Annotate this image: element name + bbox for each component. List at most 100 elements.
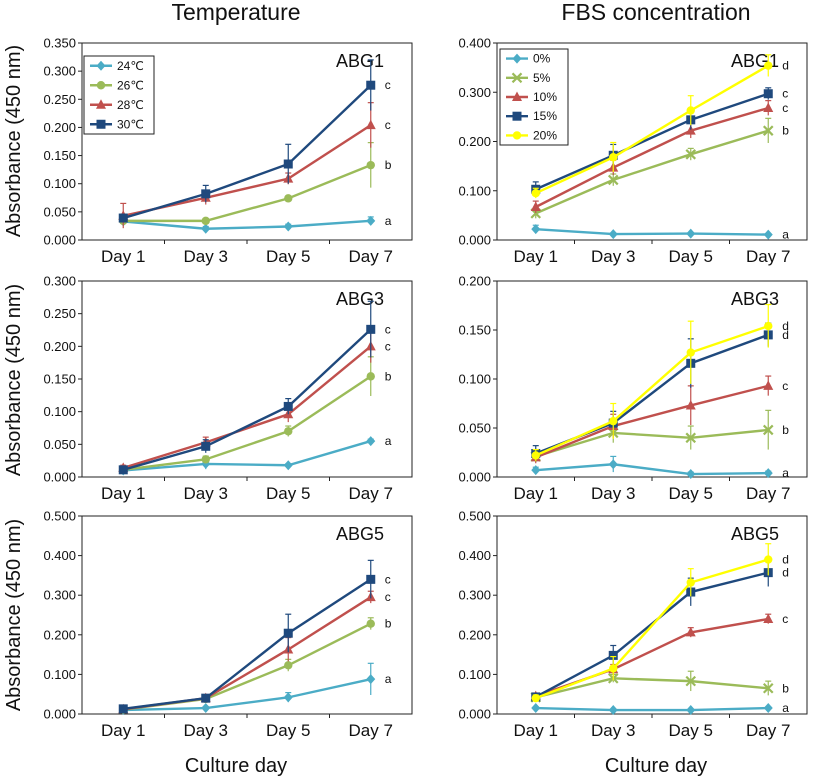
legend-label: 10% — [533, 90, 557, 104]
data-point — [763, 229, 773, 240]
y-tick-label: 0.250 — [43, 306, 76, 321]
x-tick-label: Day 3 — [184, 721, 228, 740]
series-line — [535, 571, 769, 699]
legend-label: 5% — [533, 71, 551, 85]
series-line — [123, 219, 371, 230]
series-line — [535, 64, 769, 195]
data-point — [366, 80, 376, 90]
x-tick-label: Day 3 — [591, 484, 635, 503]
legend-label: 26℃ — [117, 78, 144, 92]
legend-label: 15% — [533, 109, 557, 123]
data-point — [284, 427, 293, 436]
x-tick-label: Day 3 — [184, 484, 228, 503]
y-tick-label: 0.300 — [43, 274, 76, 289]
panel-label: ABG3 — [731, 289, 779, 309]
data-point — [366, 619, 375, 628]
significance-letter: b — [782, 124, 789, 138]
data-point — [685, 432, 697, 444]
significance-letter: c — [385, 322, 391, 336]
series-5%: b — [530, 409, 789, 463]
data-point — [609, 153, 618, 162]
chart-panel-abg5-temperature: 0.000 0.100 0.200 0.300 0.400 0.500 Day 1 Day 3… — [43, 509, 413, 740]
data-point — [608, 229, 618, 240]
panel-label: ABG3 — [336, 289, 384, 309]
chart-panel-abg3-fbs: 0.000 0.050 0.100 0.150 0.200 Day 1 Day 3 Day 5… — [458, 274, 808, 503]
significance-letter: b — [782, 681, 789, 695]
y-tick-label: 0.300 — [43, 588, 76, 603]
series-10%: c — [530, 375, 788, 464]
significance-letter: d — [782, 319, 789, 333]
y-tick-label: 0.400 — [458, 548, 491, 563]
y-tick-label: 0.200 — [43, 627, 76, 642]
series-0%: a — [531, 455, 789, 480]
series-24℃: a — [118, 434, 392, 476]
data-point — [118, 465, 128, 475]
y-tick-label: 0.150 — [43, 372, 76, 387]
series-line — [123, 164, 372, 223]
data-point — [283, 460, 293, 471]
series-line — [123, 439, 372, 472]
x-tick-label: Day 5 — [669, 247, 713, 266]
series-line — [122, 124, 372, 217]
significance-letter: d — [782, 553, 789, 567]
data-point — [366, 160, 375, 170]
x-tick-label: Day 7 — [349, 484, 393, 503]
y-tick-label: 0.050 — [43, 437, 76, 452]
significance-letter: c — [782, 612, 788, 626]
legend-label: 24℃ — [117, 59, 144, 73]
y-tick-label: 0.150 — [43, 148, 76, 163]
significance-letter: b — [385, 369, 392, 383]
y-tick-label: 0.300 — [458, 588, 491, 603]
legend-label: 28℃ — [117, 98, 144, 112]
data-point — [762, 424, 774, 436]
data-point — [685, 675, 697, 687]
data-point — [366, 372, 375, 381]
y-tick-label: 0.500 — [458, 509, 491, 524]
data-point — [685, 149, 697, 160]
y-tick-label: 0.300 — [458, 85, 491, 100]
series-15%: c — [531, 87, 788, 197]
legend-marker — [512, 111, 522, 121]
plot-frame — [496, 280, 808, 478]
x-tick-label: Day 1 — [514, 484, 558, 503]
legend: 24℃ 26℃ 28℃ 30℃ — [83, 55, 155, 135]
data-point — [685, 399, 696, 410]
x-tick-label: Day 1 — [514, 247, 558, 266]
column-title-temperature: Temperature — [171, 0, 300, 25]
x-tick-label: Day 1 — [101, 484, 145, 503]
data-point — [201, 455, 210, 464]
series-20%: d — [531, 303, 789, 462]
plot-frame — [496, 515, 808, 715]
significance-letter: c — [782, 87, 788, 101]
y-tick-label: 0.200 — [43, 120, 76, 135]
data-point — [284, 194, 293, 203]
x-tick-label: Day 7 — [746, 247, 790, 266]
data-point — [201, 441, 211, 451]
data-point — [685, 626, 696, 637]
panel-label: ABG5 — [336, 524, 384, 544]
significance-letter: d — [782, 328, 789, 342]
data-point — [531, 189, 540, 198]
panels: 0.000 0.050 0.100 0.150 0.200 0.250 0.300 0.350… — [43, 36, 808, 740]
data-point — [762, 682, 774, 694]
data-point — [609, 664, 618, 673]
data-point — [764, 555, 773, 564]
data-point — [686, 578, 695, 587]
x-tick-label: Day 5 — [266, 484, 310, 503]
legend-marker — [96, 99, 106, 109]
column-title-fbs: FBS concentration — [561, 0, 750, 25]
x-tick-label: Day 5 — [266, 247, 310, 266]
y-tick-label: 0.200 — [43, 339, 76, 354]
series-line — [535, 384, 769, 459]
data-point — [118, 213, 128, 223]
y-tick-label: 0.250 — [43, 92, 76, 107]
series-5%: b — [530, 670, 789, 703]
series-line — [535, 677, 769, 699]
y-axis-title-top: Absorbance (450 nm) — [3, 45, 25, 237]
data-point — [763, 703, 773, 714]
legend-marker — [96, 81, 106, 90]
series-30℃: c — [118, 300, 391, 475]
data-point — [366, 674, 376, 685]
series-24℃: a — [118, 662, 392, 716]
